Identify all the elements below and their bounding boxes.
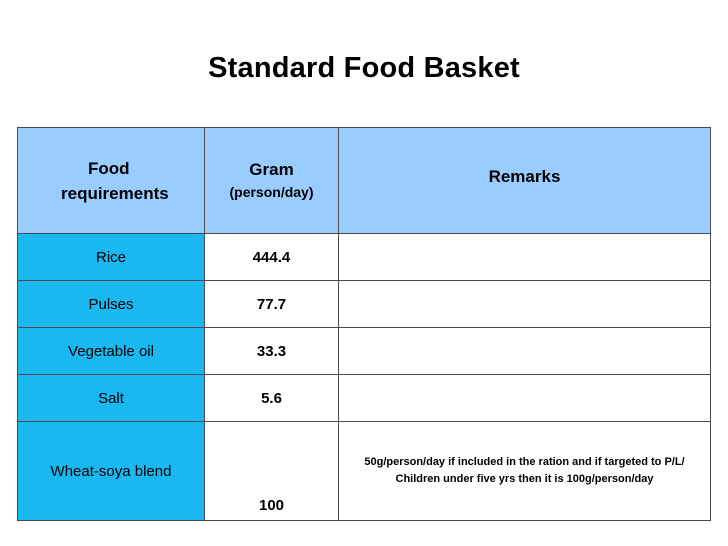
food-cell: Wheat-soya blend bbox=[17, 421, 205, 521]
header-gram-line1: Gram bbox=[249, 159, 294, 179]
header-gram: Gram (person/day) bbox=[204, 127, 339, 234]
food-cell: Pulses bbox=[17, 280, 205, 328]
gram-cell: 444.4 bbox=[204, 233, 339, 281]
page-title: Standard Food Basket bbox=[208, 52, 520, 84]
header-food-line2: requirements bbox=[61, 183, 169, 203]
gram-cell: 33.3 bbox=[204, 327, 339, 375]
table-row: Wheat-soya blend 100 50g/person/day if i… bbox=[17, 421, 711, 521]
food-basket-table: Food requirements Gram (person/day) Rema… bbox=[17, 127, 711, 521]
gram-cell: 100 bbox=[204, 421, 339, 521]
table-row: Vegetable oil 33.3 bbox=[17, 327, 711, 375]
remark-cell bbox=[338, 280, 711, 328]
header-food-requirements: Food requirements bbox=[17, 127, 205, 234]
table-row: Salt 5.6 bbox=[17, 374, 711, 422]
food-cell: Vegetable oil bbox=[17, 327, 205, 375]
header-food-line1: Food bbox=[88, 158, 130, 178]
food-cell: Salt bbox=[17, 374, 205, 422]
gram-cell: 77.7 bbox=[204, 280, 339, 328]
remark-text: 50g/person/day if included in the ration… bbox=[364, 456, 685, 485]
food-cell: Rice bbox=[17, 233, 205, 281]
remark-cell bbox=[338, 233, 711, 281]
header-gram-line2: (person/day) bbox=[229, 183, 314, 200]
table-row: Rice 444.4 bbox=[17, 233, 711, 281]
header-remarks: Remarks bbox=[338, 127, 711, 234]
table-row: Pulses 77.7 bbox=[17, 280, 711, 328]
remark-cell bbox=[338, 374, 711, 422]
remark-cell: 50g/person/day if included in the ration… bbox=[338, 421, 711, 521]
gram-cell: 5.6 bbox=[204, 374, 339, 422]
remark-cell bbox=[338, 327, 711, 375]
table-header-row: Food requirements Gram (person/day) Rema… bbox=[17, 127, 711, 234]
